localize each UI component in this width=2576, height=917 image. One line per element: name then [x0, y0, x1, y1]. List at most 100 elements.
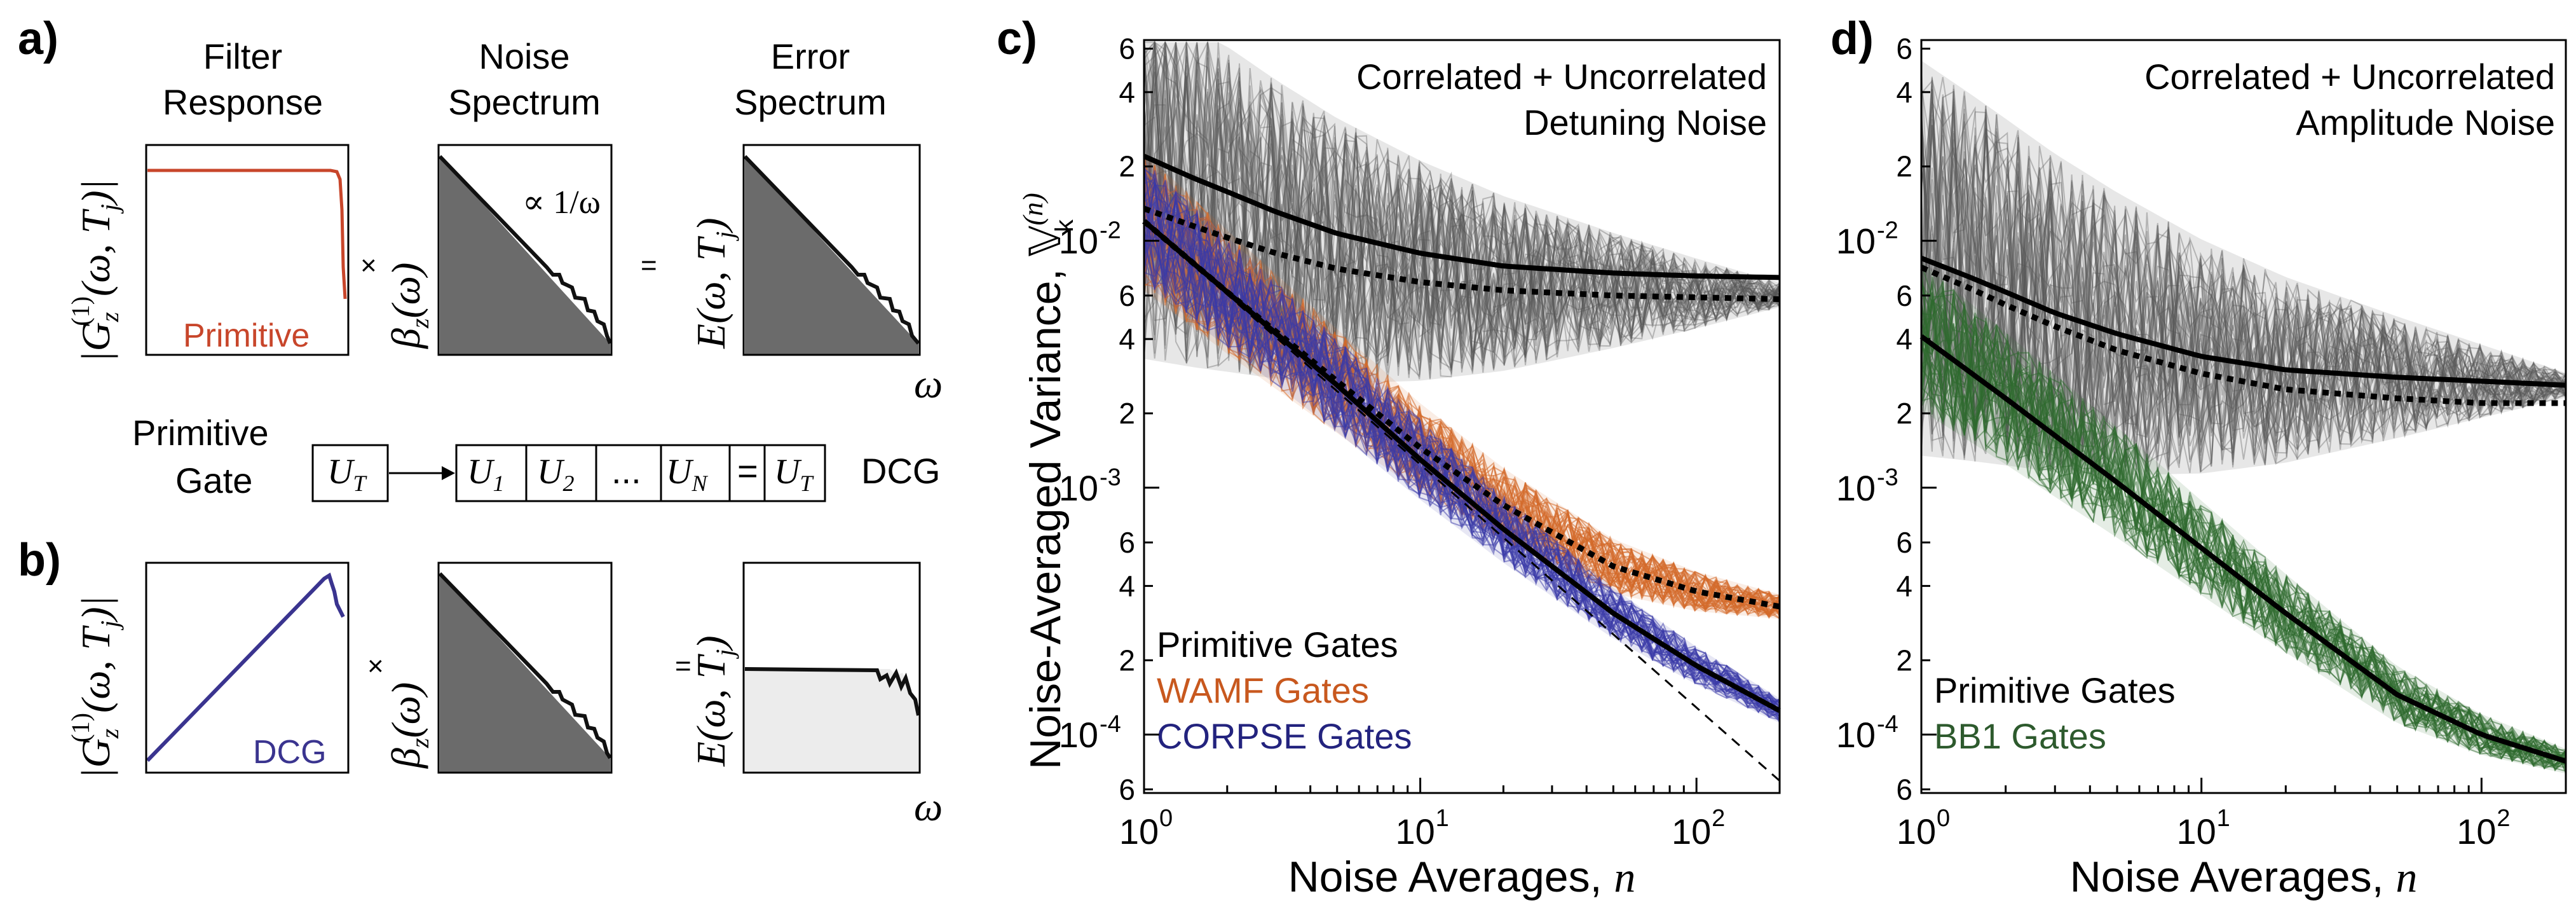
- times-sign-b: ×: [367, 651, 384, 682]
- y-minor-tick-label: 2: [1896, 644, 1912, 677]
- y-minor-tick-label: 2: [1896, 397, 1912, 430]
- corpse-c-trace: [1143, 168, 1780, 704]
- primitive-d-trace: [1921, 89, 2566, 467]
- filter-response-title-line2: Response: [163, 82, 323, 122]
- chart-d-title-line1: Correlated + Uncorrelated: [2144, 57, 2555, 97]
- filter-response-frame-b: [145, 562, 350, 774]
- chart-c-xlabel: Noise Averages, n: [1288, 853, 1636, 901]
- x-tick-exponent: 1: [1436, 805, 1449, 832]
- dcg-sequence-box: [455, 444, 826, 502]
- error-axis-label-a: E(ω, Tj): [688, 217, 739, 349]
- x-tick-label: 10: [1119, 811, 1159, 852]
- panel-c: c) Correlated + Uncorrelated Detuning No…: [997, 13, 1781, 901]
- primitive-filter-curve: [147, 169, 347, 300]
- error-spectrum-plot-b: [742, 562, 921, 774]
- bb1-d-trace: [1921, 312, 2566, 763]
- primitive-c-trace: [1143, 77, 1780, 366]
- bb1-d-trace: [1921, 293, 2566, 767]
- primitive-c-trace: [1143, 39, 1780, 362]
- noise-axis-label-a: βz(ω): [383, 263, 434, 350]
- y-major-tick-exponent: -2: [1100, 217, 1121, 244]
- primitive-gate-label-line1: Primitive: [132, 413, 269, 453]
- error-spectrum-title-line2: Spectrum: [734, 82, 887, 122]
- chart-d-marks: [1919, 60, 2567, 774]
- y-major-tick-label: 10: [1836, 715, 1876, 755]
- primitive-c-trace: [1144, 41, 1780, 378]
- chart-d-legend: Primitive Gates BB1 Gates: [1934, 670, 2176, 756]
- x-tick-exponent: 2: [2497, 805, 2510, 832]
- series-bb1-fit-solid-: [1919, 334, 2567, 764]
- primitive-c-trace: [1143, 40, 1780, 375]
- error-spectrum-fill-a: [745, 156, 918, 355]
- panel-c-label: c): [997, 13, 1037, 64]
- primitive-c-trace: [1143, 42, 1780, 367]
- x-tick-label: 10: [2457, 811, 2496, 852]
- chart-d-xlabel: Noise Averages, n: [2070, 853, 2418, 901]
- legend-c-primitive: Primitive Gates: [1157, 624, 1398, 665]
- primitive-c-trace: [1143, 62, 1780, 382]
- legend-d-primitive: Primitive Gates: [1934, 670, 2176, 710]
- dcg-u2-label: U2: [537, 452, 574, 496]
- one-over-omega-annotation: ∝ 1/ω: [522, 184, 601, 221]
- primitive-c-trace: [1143, 57, 1780, 371]
- series-corpse-fit-solid-: [1142, 219, 1781, 714]
- x-tick-label: 10: [2177, 811, 2216, 852]
- primitive-d-trace: [1921, 119, 2566, 472]
- primitive-c-trace: [1143, 85, 1780, 378]
- primitive-c-trace: [1143, 42, 1780, 381]
- y-minor-tick-label: 2: [1119, 397, 1135, 430]
- y-major-tick-label: 10: [1059, 468, 1098, 508]
- y-minor-tick-label: 4: [1119, 76, 1135, 109]
- panel-b-label: b): [18, 535, 61, 586]
- filter-axis-label-a: |Gz(1)(ω, Tj)|: [66, 179, 124, 362]
- primitive-d-trace: [1921, 119, 2566, 469]
- primitive-d-trace: [1921, 127, 2566, 463]
- primitive-c-trace: [1143, 40, 1780, 369]
- noise-axis-label-b: βz(ω): [383, 682, 434, 769]
- filter-response-frame-a: [145, 144, 350, 356]
- svg-text:Noise-Averaged Variance, 𝕍(n): Noise-Averaged Variance, 𝕍(n)k: [1018, 193, 1079, 769]
- primitive-d-trace: [1921, 170, 2566, 472]
- error-spectrum-title-line1: Error: [771, 36, 850, 76]
- y-major-tick-exponent: -3: [1100, 464, 1121, 491]
- primitive-d-trace: [1921, 101, 2566, 474]
- equals-sign-a: =: [641, 250, 657, 281]
- primitive-c-trace: [1143, 42, 1780, 373]
- primitive-c-trace: [1143, 42, 1780, 378]
- filter-axis-label-b: |Gz(1)(ω, Tj)|: [66, 596, 124, 779]
- bb1-d-trace: [1921, 312, 2566, 766]
- primitive-c-trace: [1143, 50, 1780, 376]
- y-minor-tick-label: 6: [1896, 32, 1912, 65]
- primitive-c-trace: [1143, 55, 1780, 369]
- y-major-tick-label: 10: [1836, 468, 1876, 508]
- primitive-d-trace: [1921, 90, 2566, 469]
- chart-c-frame: [1143, 39, 1781, 794]
- dcg-ellipsis: ...: [611, 451, 641, 491]
- primitive-d-trace: [1921, 88, 2566, 462]
- bb1-d-trace: [1921, 293, 2566, 763]
- chart-c-x-ticks: 10 0 10 1 10 2: [1119, 778, 1781, 852]
- x-tick-label: 10: [1395, 811, 1435, 852]
- omega-label-a: ω: [914, 361, 943, 406]
- primitive-gate-box-label: UT: [327, 452, 367, 496]
- bb1-d-trace: [1921, 303, 2566, 769]
- y-minor-tick-label: 4: [1896, 76, 1912, 109]
- y-minor-tick-label: 2: [1119, 644, 1135, 677]
- primitive-c-trace: [1143, 40, 1780, 371]
- series-primitive-fit-dotted-: [1920, 265, 2566, 406]
- primitive-d-trace: [1921, 112, 2566, 458]
- gate-sequence-row: Primitive Gate UT U1 U2 ... UN = UT DCG: [132, 413, 940, 502]
- primitive-d-trace: [1921, 130, 2566, 464]
- corpse-c-trace: [1143, 181, 1780, 707]
- error-spectrum-plot-a: [742, 144, 921, 356]
- omega-label-b: ω: [914, 784, 943, 829]
- primitive-d-trace: [1921, 136, 2566, 472]
- noise-spectrum-title-line2: Spectrum: [448, 82, 601, 122]
- chart-c-title-line1: Correlated + Uncorrelated: [1356, 57, 1767, 97]
- svg-text:βz(ω): βz(ω): [383, 682, 434, 769]
- y-minor-tick-label: 2: [1896, 150, 1912, 183]
- primitive-d-trace: [1921, 137, 2566, 451]
- panel-d-label: d): [1830, 13, 1874, 64]
- error-spectrum-edge-b: [744, 667, 920, 716]
